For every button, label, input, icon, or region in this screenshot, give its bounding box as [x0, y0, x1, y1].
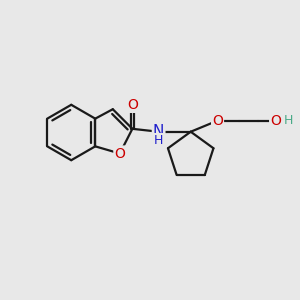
Text: O: O — [212, 114, 223, 128]
Text: H: H — [154, 134, 163, 147]
Text: O: O — [270, 114, 281, 128]
Text: O: O — [114, 146, 125, 161]
Text: O: O — [127, 98, 138, 112]
Text: N: N — [153, 124, 164, 139]
Text: H: H — [284, 114, 293, 127]
